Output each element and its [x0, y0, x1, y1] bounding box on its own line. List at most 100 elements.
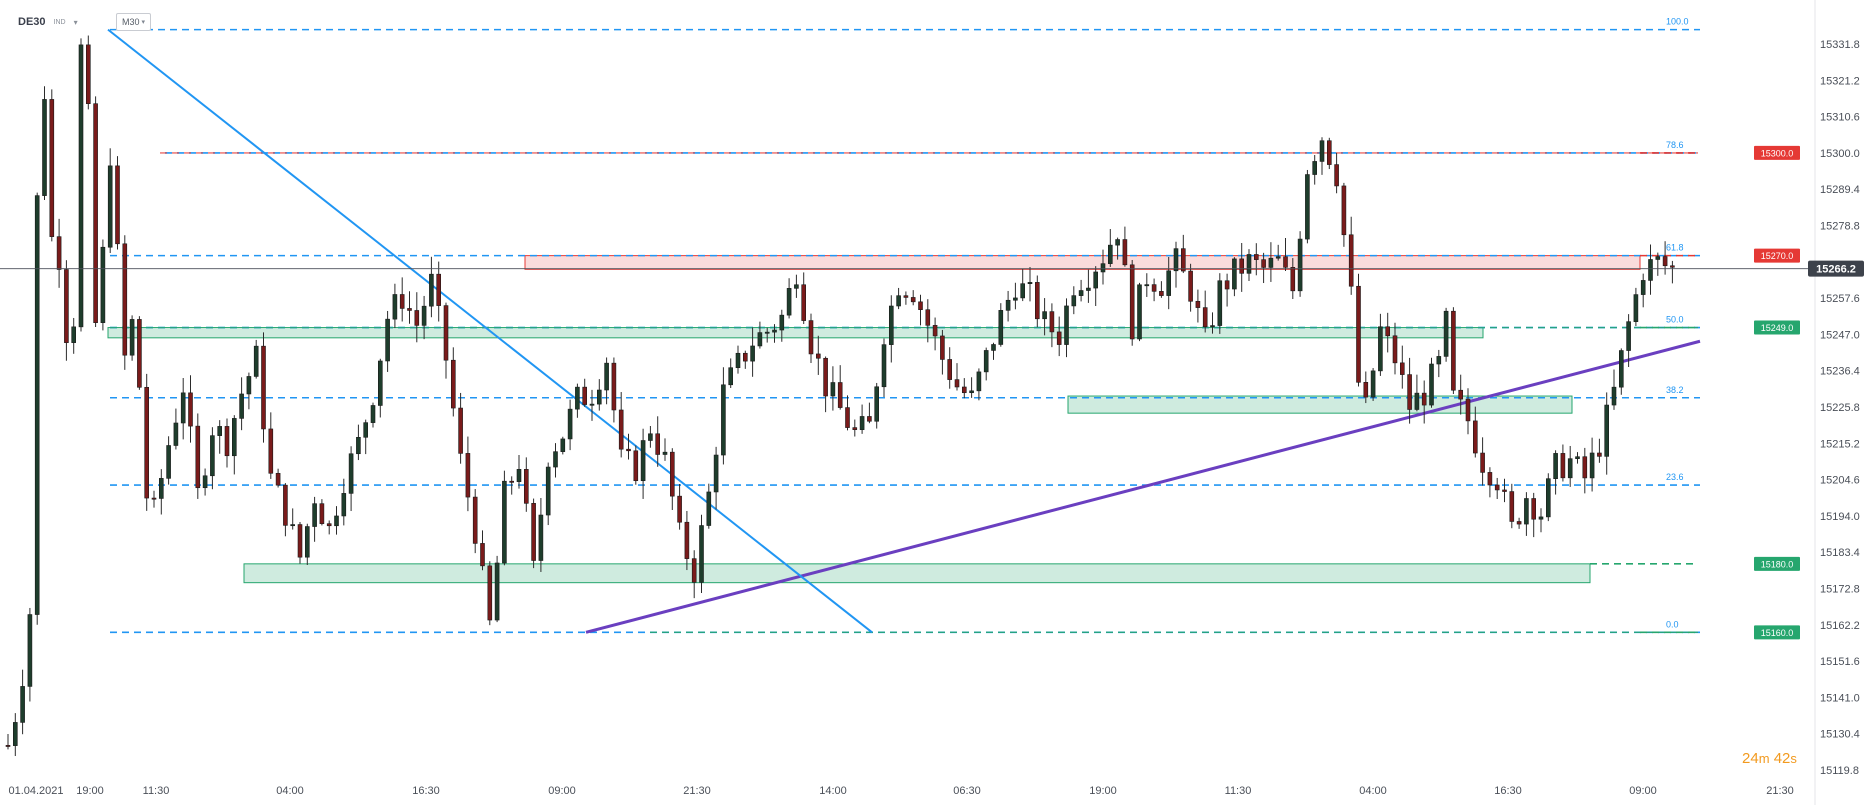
- y-tick-label: 15236.4: [1820, 366, 1860, 378]
- candle-body: [881, 344, 887, 388]
- candle: [319, 499, 325, 526]
- candle-body: [1348, 234, 1354, 287]
- timer-seconds-unit: s: [1790, 751, 1797, 766]
- candle: [867, 402, 872, 424]
- candle: [1122, 226, 1128, 267]
- symbol-dropdown-icon[interactable]: ▾: [73, 17, 78, 27]
- candle-body: [757, 332, 763, 347]
- candle: [575, 383, 580, 418]
- candle-body: [764, 331, 770, 334]
- candle: [239, 377, 244, 431]
- candle: [582, 378, 588, 407]
- candle: [1254, 243, 1259, 276]
- candle: [180, 378, 186, 440]
- price-tag-15270.0: 15270.0: [1754, 248, 1800, 263]
- candle: [480, 530, 485, 571]
- candle-body: [1013, 297, 1018, 301]
- instrument-type-label: IND: [53, 18, 66, 26]
- candle-body: [34, 195, 40, 615]
- candle-body: [815, 353, 821, 359]
- candle-body: [896, 295, 901, 307]
- candle-body: [947, 359, 953, 380]
- candle: [370, 402, 376, 428]
- candle: [1027, 266, 1033, 302]
- candle: [531, 498, 536, 569]
- candle: [1341, 182, 1347, 247]
- candle-body: [195, 425, 201, 489]
- fib-label-100.0: 100.0: [1666, 17, 1689, 27]
- fib-label-78.6: 78.6: [1666, 140, 1684, 150]
- candle-body: [1604, 404, 1609, 457]
- candle-body: [1056, 331, 1062, 345]
- candle: [1151, 278, 1157, 302]
- candle-body: [596, 389, 602, 405]
- candle-body: [64, 269, 69, 343]
- x-tick-label: 11:30: [143, 785, 170, 797]
- candle: [1049, 303, 1055, 348]
- candle-body: [786, 288, 792, 316]
- candle-body: [1589, 452, 1595, 479]
- candle-body: [575, 386, 580, 410]
- timeframe-selector[interactable]: M30 ▾: [116, 13, 152, 31]
- candle: [166, 436, 171, 485]
- candle: [224, 418, 230, 468]
- candle: [1670, 260, 1675, 284]
- candle-body: [356, 436, 361, 455]
- candle-body: [312, 503, 317, 527]
- candle: [1648, 244, 1653, 295]
- y-tick-label: 15151.6: [1820, 656, 1860, 668]
- candle: [202, 468, 208, 496]
- candle-body: [1035, 282, 1040, 320]
- y-tick-label: 15194.0: [1820, 511, 1860, 523]
- candle-body: [1297, 238, 1303, 292]
- candle: [823, 356, 828, 413]
- candle-body: [188, 392, 193, 427]
- candle: [589, 389, 595, 421]
- candle: [304, 523, 310, 565]
- candle-body: [1421, 392, 1427, 406]
- candle-body: [954, 379, 960, 388]
- candle: [684, 510, 690, 571]
- candle: [830, 366, 836, 411]
- candle: [1093, 266, 1098, 307]
- candle-body: [523, 469, 529, 504]
- candle: [1370, 368, 1376, 401]
- candle-body: [772, 329, 777, 333]
- candle-body: [1451, 310, 1456, 391]
- candle-body: [1042, 311, 1047, 320]
- candle-body: [1268, 257, 1274, 268]
- candle: [137, 316, 142, 390]
- candle-body: [1597, 452, 1602, 457]
- y-tick-label: 15247.0: [1820, 329, 1860, 341]
- candle: [1655, 252, 1661, 276]
- candle: [779, 309, 785, 342]
- y-tick-label: 15321.2: [1820, 75, 1860, 87]
- candle-body: [1188, 270, 1193, 302]
- candle-body: [1458, 389, 1463, 400]
- candle-body: [1414, 392, 1420, 410]
- candle-body: [669, 451, 675, 497]
- candle: [1056, 316, 1062, 357]
- candle: [399, 277, 405, 322]
- candle: [1575, 452, 1580, 464]
- candle: [1312, 155, 1317, 185]
- candle-body: [1655, 256, 1661, 260]
- candle-body: [1575, 456, 1580, 459]
- candle: [1188, 263, 1193, 312]
- candle-body: [1560, 453, 1566, 479]
- candle: [20, 669, 25, 735]
- candle: [1210, 312, 1215, 334]
- candle: [1035, 275, 1040, 328]
- timer-minutes: 24: [1742, 750, 1759, 767]
- candle: [1334, 152, 1339, 194]
- candle-body: [589, 403, 595, 406]
- candle: [1589, 437, 1595, 492]
- candle-body: [1341, 185, 1347, 236]
- candle-body: [1327, 140, 1332, 165]
- candle-body: [983, 350, 989, 373]
- candle-body: [304, 526, 310, 558]
- candle-body: [341, 493, 347, 517]
- candle: [757, 321, 763, 349]
- y-tick-label: 15278.8: [1820, 221, 1860, 233]
